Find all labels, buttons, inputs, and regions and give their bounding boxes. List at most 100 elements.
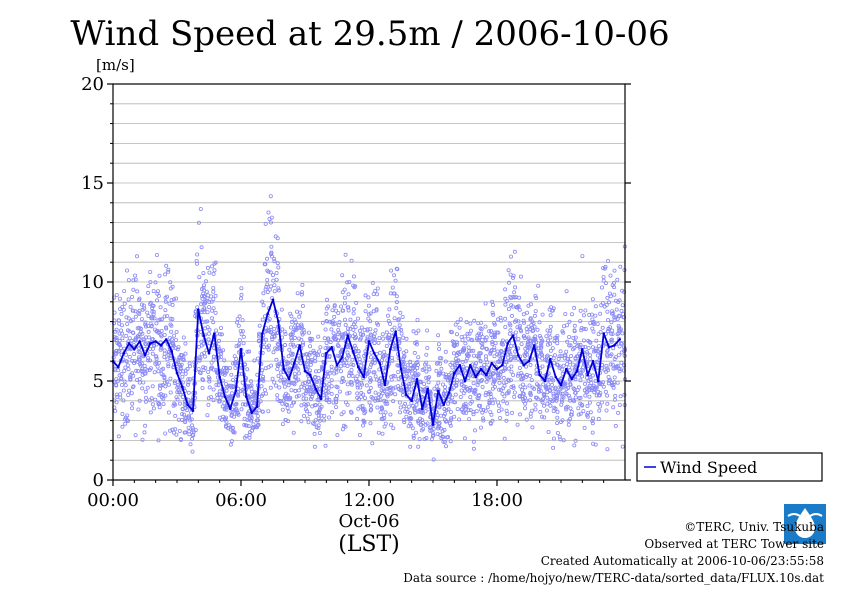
sample-point: [569, 312, 574, 317]
wind-speed-point: [543, 379, 547, 383]
sample-point: [520, 387, 525, 392]
sample-point: [278, 378, 283, 383]
sample-point: [152, 370, 157, 375]
sample-point: [539, 398, 544, 403]
sample-point: [622, 348, 627, 353]
sample-point: [603, 264, 608, 269]
wind-speed-point: [618, 338, 621, 341]
sample-point: [203, 279, 208, 284]
sample-point: [405, 374, 410, 379]
sample-point: [598, 404, 603, 409]
sample-point: [487, 398, 492, 403]
wind-speed-point: [346, 334, 350, 337]
sample-point: [472, 428, 477, 433]
sample-point: [412, 364, 417, 369]
sample-point: [291, 381, 296, 386]
sample-point: [128, 304, 133, 309]
sample-point: [150, 309, 155, 314]
sample-point: [257, 408, 262, 413]
y-tick-label: 15: [81, 173, 104, 194]
sample-point: [559, 402, 564, 407]
sample-point: [592, 386, 597, 391]
sample-point: [250, 400, 255, 405]
sample-point: [177, 362, 182, 367]
sample-point: [390, 327, 395, 332]
sample-point: [148, 269, 153, 274]
sample-point: [605, 401, 610, 406]
sample-point: [330, 308, 335, 313]
sample-point: [406, 424, 411, 429]
sample-point: [455, 320, 460, 325]
sample-point: [483, 324, 488, 329]
sample-point: [463, 404, 468, 409]
sample-point: [140, 386, 145, 391]
sample-point: [168, 280, 173, 285]
sample-point: [120, 331, 125, 336]
sample-point: [254, 410, 259, 415]
sample-point: [549, 377, 554, 382]
sample-point: [339, 336, 344, 341]
sample-point: [415, 317, 420, 322]
sample-point: [511, 354, 516, 359]
sample-point: [415, 366, 420, 371]
sample-point: [532, 386, 537, 391]
sample-point: [127, 354, 132, 359]
sample-point: [506, 389, 511, 394]
sample-point: [503, 302, 508, 307]
sample-point: [121, 307, 126, 312]
sample-point: [568, 381, 573, 386]
sample-point: [272, 259, 277, 264]
sample-point: [163, 272, 168, 277]
sample-point: [379, 416, 384, 421]
sample-point: [330, 410, 335, 415]
sample-point: [117, 373, 122, 378]
sample-point: [120, 424, 125, 429]
sample-point: [389, 355, 394, 360]
sample-point: [349, 258, 354, 263]
sample-point: [305, 358, 310, 363]
sample-point: [116, 434, 121, 439]
sample-point: [269, 250, 274, 255]
sample-point: [436, 404, 441, 409]
sample-point: [324, 318, 329, 323]
sample-point: [510, 275, 515, 280]
wind-speed-point: [447, 391, 451, 395]
sample-point: [375, 322, 380, 327]
sample-point: [271, 331, 276, 336]
sample-point: [602, 304, 607, 309]
sample-point: [140, 437, 145, 442]
sample-point: [329, 327, 334, 332]
sample-point: [564, 386, 569, 391]
sample-point: [545, 342, 550, 347]
sample-point: [346, 373, 351, 378]
x-axis-label: (LST): [338, 532, 400, 557]
sample-point: [309, 387, 314, 392]
sample-point: [311, 348, 316, 353]
sample-point: [612, 397, 617, 402]
sample-point: [324, 340, 329, 345]
sample-point: [551, 391, 556, 396]
sample-point: [242, 422, 247, 427]
sample-point: [321, 418, 326, 423]
sample-point: [140, 369, 145, 374]
wind-speed-point: [223, 395, 227, 399]
sample-point: [439, 366, 444, 371]
sample-point: [402, 420, 407, 425]
sample-point: [129, 406, 134, 411]
sample-point: [518, 323, 523, 328]
sample-point: [619, 360, 624, 365]
sample-point: [188, 401, 193, 406]
sample-point: [308, 337, 313, 342]
sample-point: [603, 281, 608, 286]
sample-point: [609, 320, 614, 325]
sample-point: [188, 442, 193, 447]
sample-point: [135, 289, 140, 294]
sample-point: [434, 384, 439, 389]
sample-point: [275, 347, 280, 352]
sample-point: [397, 410, 402, 415]
sample-point: [476, 396, 481, 401]
sample-point: [211, 286, 216, 291]
sample-point: [507, 321, 512, 326]
sample-point: [199, 310, 204, 315]
sample-point: [257, 331, 262, 336]
